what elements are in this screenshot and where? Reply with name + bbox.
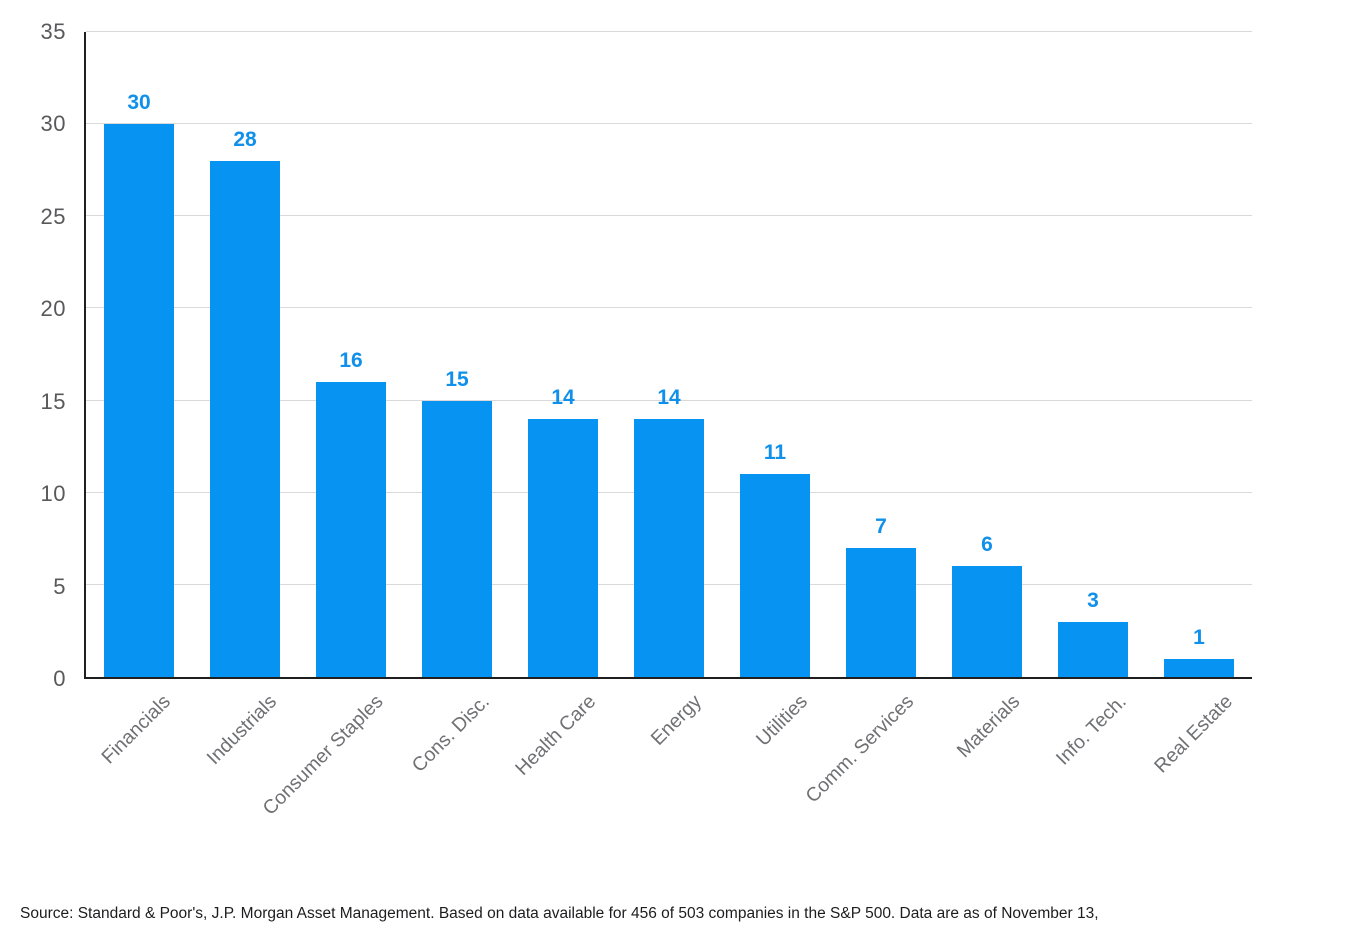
bar <box>846 548 916 677</box>
x-label-slot: Utilities <box>721 684 827 864</box>
y-tick-label: 30 <box>40 111 66 137</box>
x-label-slot: Energy <box>615 684 721 864</box>
bar <box>1058 621 1128 677</box>
bar-slot: 15 <box>404 32 510 677</box>
x-tick-label: Industrials <box>203 690 282 769</box>
gridline <box>86 215 1252 217</box>
plot-area: 30 28 16 15 14 14 11 7 6 3 1 <box>84 31 1252 679</box>
x-tick-label: Energy <box>646 690 707 750</box>
x-label-slot: Comm. Services <box>802 684 933 864</box>
bar-value-label: 11 <box>763 441 787 465</box>
x-tick-label: Cons. Disc. <box>407 690 494 777</box>
gridline <box>86 123 1252 125</box>
bar-slot: 30 <box>86 32 192 677</box>
x-tick-label: Health Care <box>510 690 600 780</box>
x-label-slot: Industrials <box>190 684 296 864</box>
x-label-slot: Health Care <box>509 684 615 864</box>
bar-slot: 1 <box>1146 32 1252 677</box>
bar-value-label: 15 <box>445 367 469 391</box>
gridline <box>86 31 1252 32</box>
bar <box>422 400 492 677</box>
x-label-slot: Real Estate <box>1146 684 1252 864</box>
bar <box>740 474 810 677</box>
bar-slot: 3 <box>1040 32 1146 677</box>
sector-bar-chart: 0 5 10 15 20 25 30 35 30 28 16 15 14 14 11 7 6 3 1 Financ… <box>0 21 1252 864</box>
y-tick-label: 35 <box>40 19 66 44</box>
bar-value-label: 14 <box>657 386 681 409</box>
bar <box>316 382 386 677</box>
bar-value-label: 7 <box>875 515 887 538</box>
bar <box>952 566 1022 677</box>
bar-slot: 14 <box>616 32 722 677</box>
x-label-slot: Info. Tech. <box>1040 684 1146 864</box>
bar-slot: 16 <box>298 32 404 677</box>
x-label-slot: Financials <box>84 684 190 864</box>
bar-value-label: 6 <box>981 533 993 557</box>
x-tick-label: Real Estate <box>1150 690 1238 778</box>
y-tick-label: 5 <box>53 573 66 599</box>
bar-value-label: 3 <box>1087 588 1099 612</box>
bar <box>104 124 174 677</box>
bar-slot: 7 <box>828 32 934 677</box>
bar <box>1164 658 1234 677</box>
bar-value-label: 28 <box>233 128 257 151</box>
bar-slot: 14 <box>510 32 616 677</box>
bar-slot: 11 <box>722 32 828 677</box>
bar-value-label: 14 <box>551 386 575 409</box>
source-note: Source: Standard & Poor's, J.P. Morgan A… <box>20 905 1099 922</box>
y-tick-label: 15 <box>40 388 66 414</box>
x-axis-labels: Financials Industrials Consumer Staples Con… <box>84 684 1252 864</box>
bar-slot: 28 <box>192 32 298 677</box>
bar <box>528 419 598 677</box>
x-tick-label: Info. Tech. <box>1051 690 1131 770</box>
y-axis: 0 5 10 15 20 25 30 35 <box>0 21 66 690</box>
bar-value-label: 1 <box>1193 625 1205 649</box>
gridline <box>86 307 1252 309</box>
bar-slot: 6 <box>934 32 1040 677</box>
y-tick-label: 10 <box>40 481 66 507</box>
x-tick-label: Financials <box>97 690 176 769</box>
x-tick-label: Utilities <box>752 690 813 751</box>
bars-container: 30 28 16 15 14 14 11 7 6 3 1 <box>86 32 1252 677</box>
x-label-slot: Cons. Disc. <box>403 684 509 864</box>
bar <box>634 419 704 677</box>
bar-value-label: 16 <box>339 349 363 373</box>
x-tick-label: Materials <box>953 690 1025 763</box>
x-label-slot: Materials <box>934 684 1040 864</box>
y-tick-label: 20 <box>40 296 66 322</box>
y-tick-label: 0 <box>53 666 66 691</box>
x-label-slot: Consumer Staples <box>259 684 402 864</box>
gridline <box>86 399 1252 401</box>
y-tick-label: 25 <box>40 203 66 229</box>
bar <box>210 161 280 677</box>
bar-value-label: 30 <box>127 91 151 115</box>
